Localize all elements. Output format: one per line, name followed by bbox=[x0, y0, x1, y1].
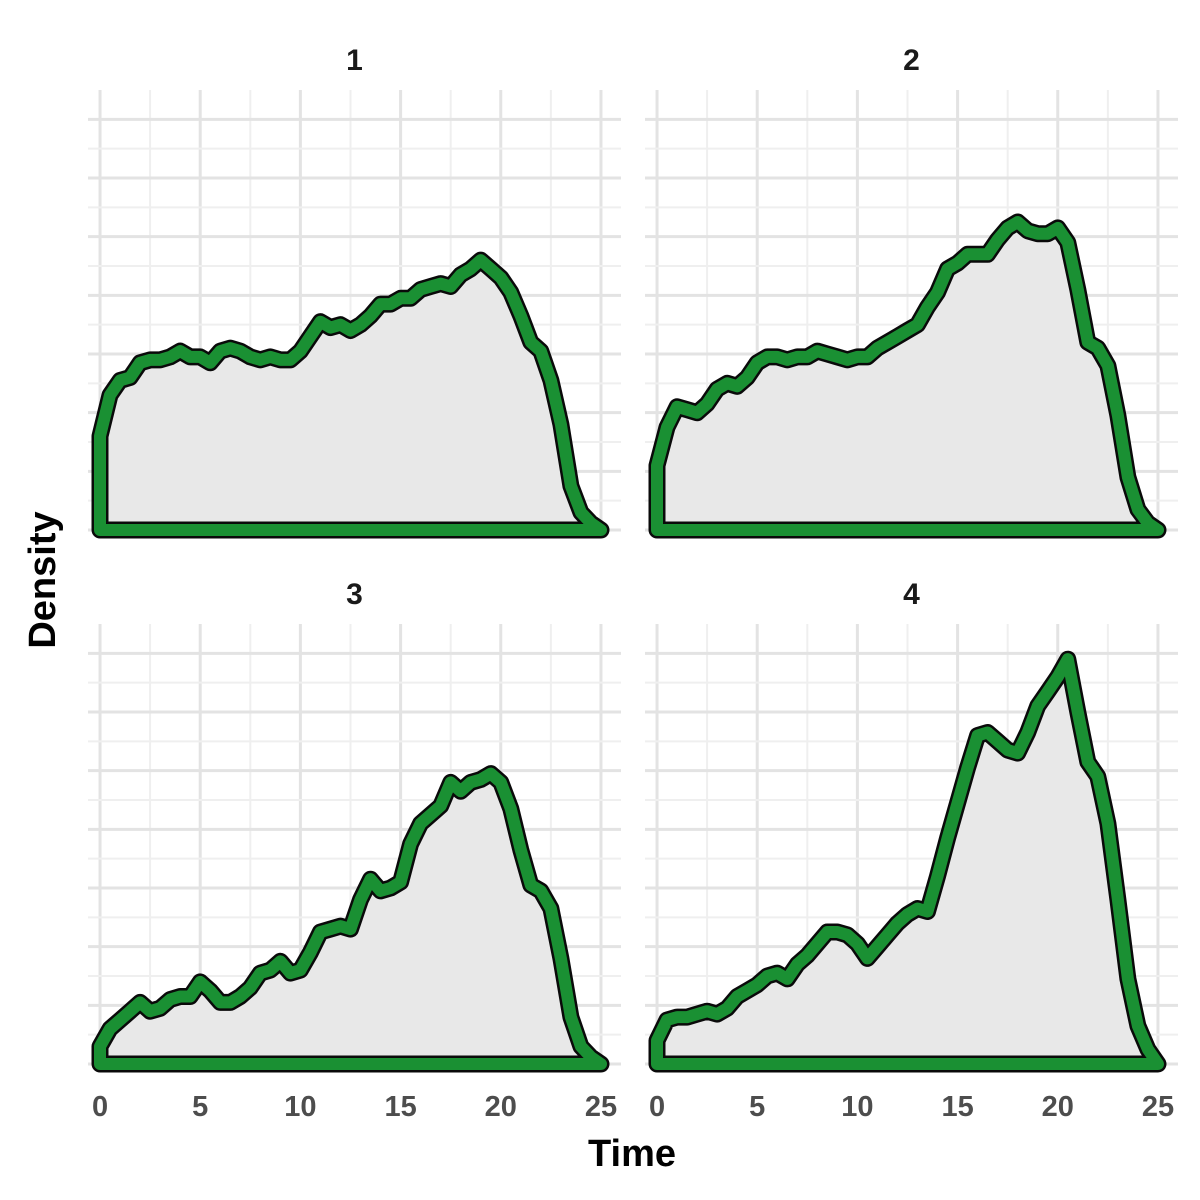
panels-layer: 1 2 3 0 5 10 15 20 25 4 0 5 10 15 20 25 bbox=[88, 44, 1178, 1123]
facet-panel-4: 4 0 5 10 15 20 25 bbox=[645, 578, 1178, 1123]
x-tick-label: 20 bbox=[1042, 1091, 1074, 1123]
x-tick-label: 10 bbox=[841, 1091, 873, 1123]
density-area-fill bbox=[100, 773, 601, 1064]
density-outline bbox=[651, 216, 1164, 536]
x-tick-label: 5 bbox=[192, 1091, 208, 1123]
x-tick-label: 0 bbox=[649, 1091, 665, 1123]
density-outline bbox=[94, 254, 607, 536]
x-tick-label: 15 bbox=[941, 1091, 973, 1123]
density-area-fill bbox=[100, 260, 601, 530]
x-tick-label: 5 bbox=[749, 1091, 765, 1123]
facet-panel-1: 1 bbox=[88, 44, 621, 539]
x-tick-label: 25 bbox=[1142, 1091, 1174, 1123]
facet-strip-title: 1 bbox=[346, 44, 363, 77]
x-tick-label: 15 bbox=[384, 1091, 416, 1123]
facet-strip-title: 2 bbox=[903, 44, 920, 77]
density-area-fill bbox=[657, 659, 1158, 1064]
x-axis-title: Time bbox=[588, 1133, 676, 1175]
density-outline bbox=[651, 653, 1164, 1070]
facet-panel-3: 3 0 5 10 15 20 25 bbox=[88, 578, 621, 1123]
facet-strip-title: 3 bbox=[346, 578, 363, 611]
x-tick-label: 20 bbox=[485, 1091, 517, 1123]
density-area-fill bbox=[657, 222, 1158, 530]
facet-panel-2: 2 bbox=[645, 44, 1178, 539]
x-tick-label: 25 bbox=[585, 1091, 617, 1123]
facet-strip-title: 4 bbox=[903, 578, 920, 611]
x-tick-label: 0 bbox=[92, 1091, 108, 1123]
density-outline bbox=[94, 767, 607, 1070]
y-axis-title: Density bbox=[22, 511, 64, 648]
x-tick-label: 10 bbox=[284, 1091, 316, 1123]
